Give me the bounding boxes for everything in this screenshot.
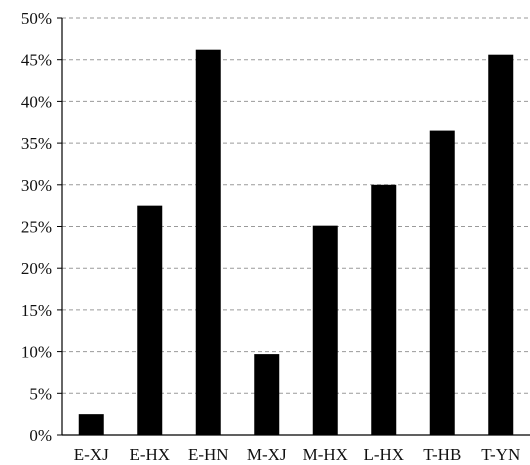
x-category-label: T-HB: [423, 445, 461, 464]
y-axis-ticks: 0% 5% 10% 15% 20% 25% 30% 35% 40% 45% 50%: [21, 9, 62, 445]
y-tick-label: 0%: [29, 426, 52, 445]
y-tick-label: 45%: [21, 51, 52, 70]
x-category-label: T-YN: [481, 445, 520, 464]
x-category-label: E-XJ: [74, 445, 109, 464]
bar-t-hb: [429, 130, 455, 435]
y-tick-label: 15%: [21, 301, 52, 320]
x-axis-labels: E-XJ E-HX E-HN M-XJ M-HX L-HX T-HB T-YN: [74, 445, 521, 464]
x-category-label: E-HX: [129, 445, 170, 464]
gridlines: [62, 17, 530, 394]
y-tick-label: 30%: [21, 176, 52, 195]
y-tick-label: 25%: [21, 218, 52, 237]
x-category-label: L-HX: [363, 445, 404, 464]
y-tick-label: 35%: [21, 134, 52, 153]
bar-t-yn: [488, 54, 514, 436]
x-category-label: M-XJ: [247, 445, 287, 464]
x-category-label: M-HX: [303, 445, 348, 464]
y-tick-label: 5%: [29, 384, 52, 403]
y-tick-label: 40%: [21, 92, 52, 111]
bars: [78, 49, 514, 436]
bar-l-hx: [371, 184, 397, 435]
bar-m-xj: [254, 354, 280, 435]
y-tick-label: 10%: [21, 343, 52, 362]
bar-e-hn: [195, 49, 221, 435]
bar-m-hx: [312, 225, 338, 435]
y-tick-label: 50%: [21, 9, 52, 28]
bar-e-hx: [137, 205, 163, 435]
bar-e-xj: [78, 414, 104, 435]
x-category-label: E-HN: [188, 445, 229, 464]
y-tick-label: 20%: [21, 259, 52, 278]
